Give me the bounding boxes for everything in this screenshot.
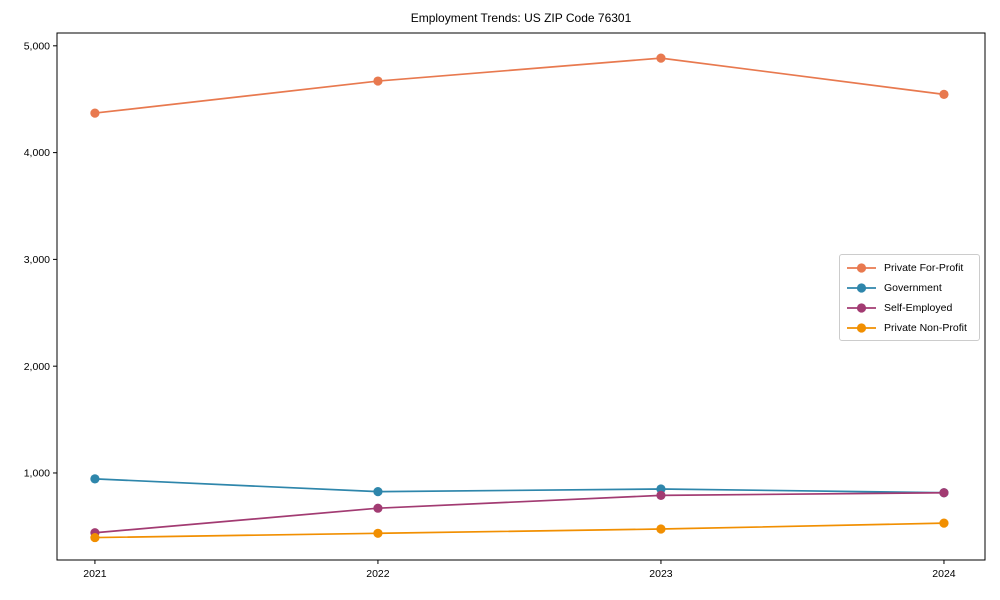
legend: Private For-Profit Government Self-Employe… [839, 254, 980, 341]
x-axis-tick-label: 2021 [83, 568, 107, 580]
series-marker-private-non-profit [373, 528, 383, 538]
legend-line-marker-icon [847, 322, 876, 333]
series-line-private-non-profit [94, 522, 944, 539]
series-marker-private-non-profit [90, 532, 100, 543]
y-axis-tick-label: 1,000 [24, 468, 50, 480]
x-axis-tick-label: 2023 [649, 568, 673, 580]
legend-line-marker-icon [847, 282, 876, 293]
legend-item-private-non-profit: Private Non-Profit [846, 319, 973, 336]
series-marker-government [656, 484, 666, 494]
series-marker-private-for-profit [656, 53, 666, 63]
series-marker-private-for-profit [90, 108, 100, 118]
chart-title: Employment Trends: US ZIP Code 76301 [410, 11, 632, 25]
y-axis-tick-label: 3,000 [24, 254, 50, 266]
legend-label: Private Non-Profit [884, 321, 967, 334]
series-marker-self-employed [939, 488, 949, 498]
series-marker-government [373, 487, 383, 497]
legend-item-government: Government [846, 279, 973, 296]
y-axis-tick-label: 5,000 [24, 40, 50, 52]
legend-item-private-for-profit: Private For-Profit [846, 259, 973, 276]
series-marker-government [90, 474, 100, 484]
x-axis-tick-label: 2024 [932, 568, 956, 580]
series-marker-private-for-profit [939, 89, 949, 100]
series-marker-private-non-profit [656, 524, 666, 534]
series-line-private-for-profit [94, 57, 945, 114]
series-line-self-employed [94, 491, 944, 534]
series-marker-self-employed [373, 503, 383, 513]
y-axis-tick-label: 4,000 [24, 147, 50, 159]
legend-label: Private For-Profit [884, 261, 964, 274]
series-line-government [94, 477, 944, 494]
plot-area-border [56, 32, 986, 561]
legend-line-marker-icon [847, 262, 876, 273]
series-marker-self-employed [656, 490, 666, 500]
legend-line-marker-icon [847, 302, 876, 313]
legend-label: Government [884, 281, 942, 294]
legend-label: Self-Employed [884, 301, 953, 314]
y-axis-tick-label: 2,000 [24, 361, 50, 373]
x-axis-tick-label: 2022 [366, 568, 390, 580]
legend-item-self-employed: Self-Employed [846, 299, 973, 316]
series-marker-private-for-profit [373, 76, 383, 86]
series-marker-private-non-profit [939, 518, 949, 528]
